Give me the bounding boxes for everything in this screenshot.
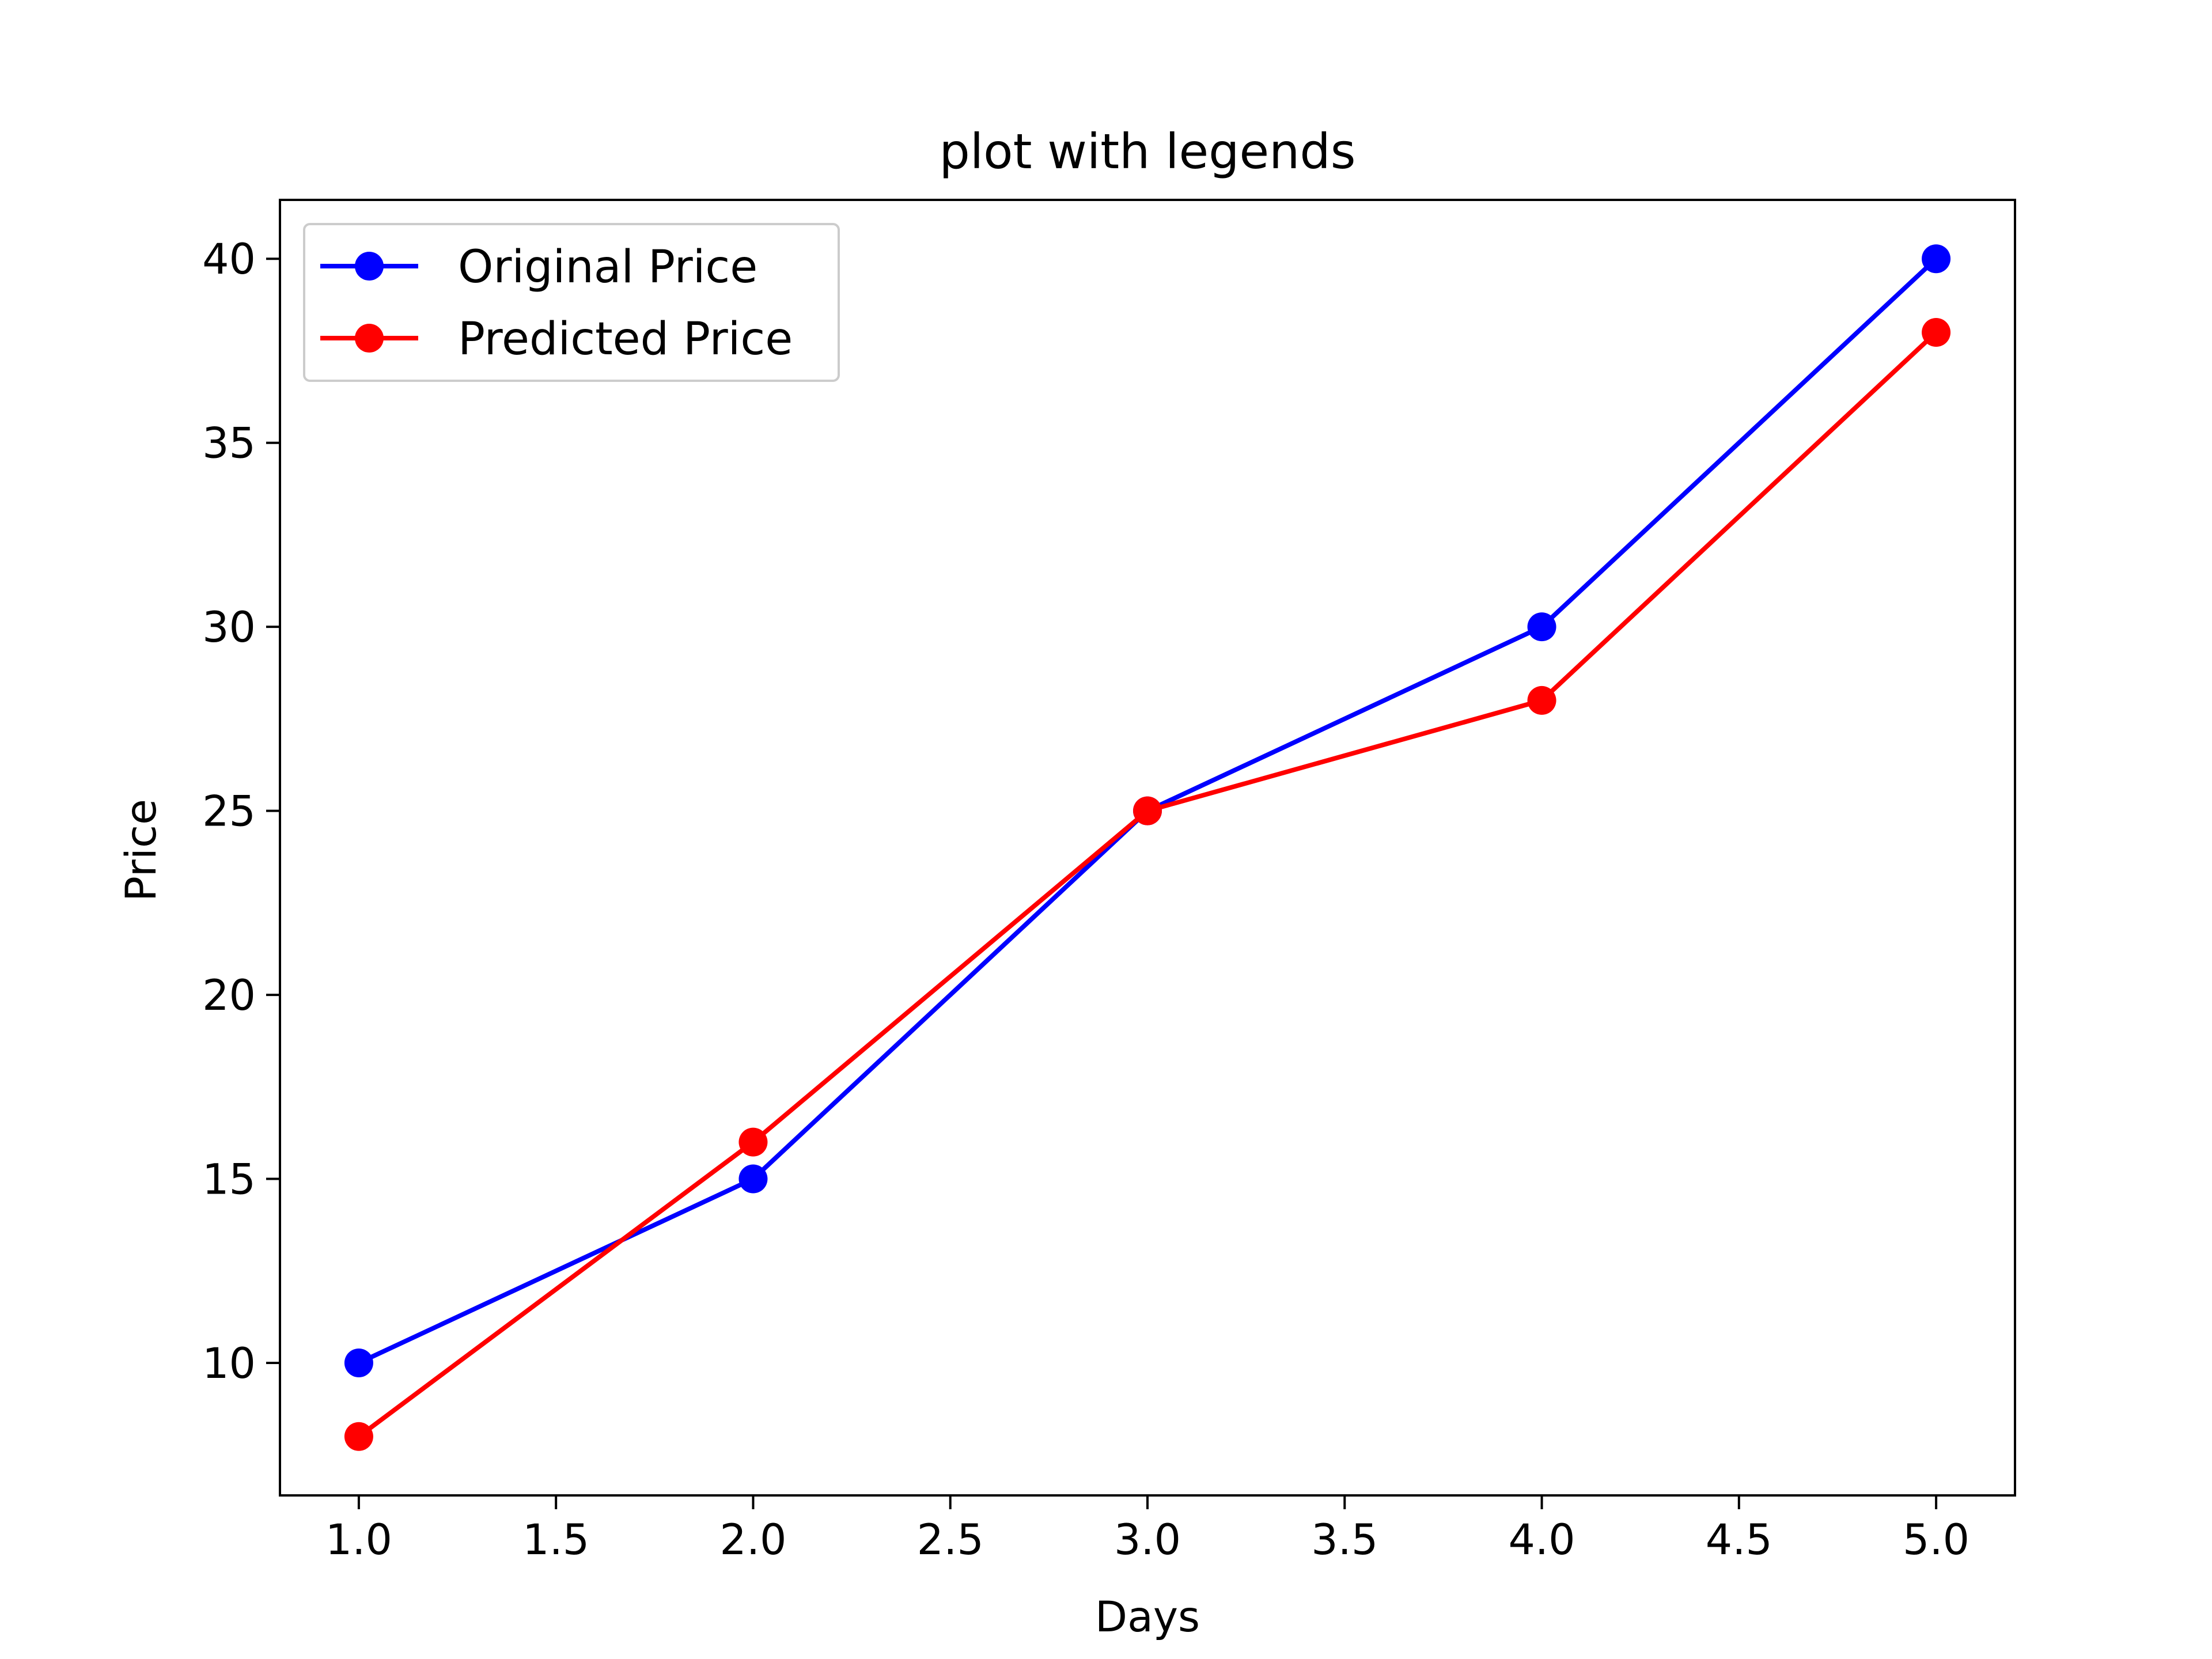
data-point xyxy=(1133,796,1162,825)
x-axis: 1.0 1.5 2.0 2.5 3.0 3.5 4.0 4.5 5.0 xyxy=(325,1495,1969,1565)
data-point xyxy=(738,1164,768,1194)
data-point xyxy=(1922,318,1951,347)
x-tick-label: 1.5 xyxy=(522,1516,589,1565)
x-tick-label: 4.0 xyxy=(1508,1516,1575,1565)
y-tick-label: 25 xyxy=(202,787,256,836)
y-tick-label: 40 xyxy=(202,235,256,284)
x-tick-label: 4.5 xyxy=(1706,1516,1772,1565)
x-tick-label: 3.0 xyxy=(1114,1516,1181,1565)
series-predicted-price xyxy=(344,318,1951,1451)
y-tick-label: 35 xyxy=(202,419,256,468)
data-point xyxy=(1922,244,1951,274)
x-tick-label: 1.0 xyxy=(325,1516,392,1565)
y-tick-label: 10 xyxy=(202,1339,256,1388)
chart-title: plot with legends xyxy=(940,123,1356,180)
legend-entry: Predicted Price xyxy=(320,313,793,365)
y-tick-label: 20 xyxy=(202,971,256,1020)
data-point xyxy=(344,1422,373,1451)
legend-label: Predicted Price xyxy=(458,313,793,365)
y-tick-label: 30 xyxy=(202,603,256,652)
axes-frame xyxy=(279,199,2016,1497)
data-point xyxy=(344,1348,373,1377)
legend-entry: Original Price xyxy=(320,241,757,293)
legend: Original Price Predicted Price xyxy=(303,223,840,382)
y-tick-label: 15 xyxy=(202,1156,256,1205)
x-axis-label: Days xyxy=(1095,1593,1200,1642)
x-tick-label: 2.5 xyxy=(917,1516,984,1565)
x-tick-label: 2.0 xyxy=(719,1516,786,1565)
legend-box xyxy=(303,223,840,382)
y-axis-label: Price xyxy=(117,799,166,902)
data-point xyxy=(1527,685,1556,715)
data-point xyxy=(738,1127,768,1157)
legend-label: Original Price xyxy=(458,241,757,293)
y-axis: 10 15 20 25 30 35 40 xyxy=(202,235,280,1388)
series-layer xyxy=(344,244,1951,1451)
data-point xyxy=(1527,612,1556,642)
x-tick-label: 3.5 xyxy=(1311,1516,1378,1565)
legend-marker xyxy=(355,324,384,353)
x-tick-label: 5.0 xyxy=(1903,1516,1969,1565)
legend-marker xyxy=(355,252,384,281)
